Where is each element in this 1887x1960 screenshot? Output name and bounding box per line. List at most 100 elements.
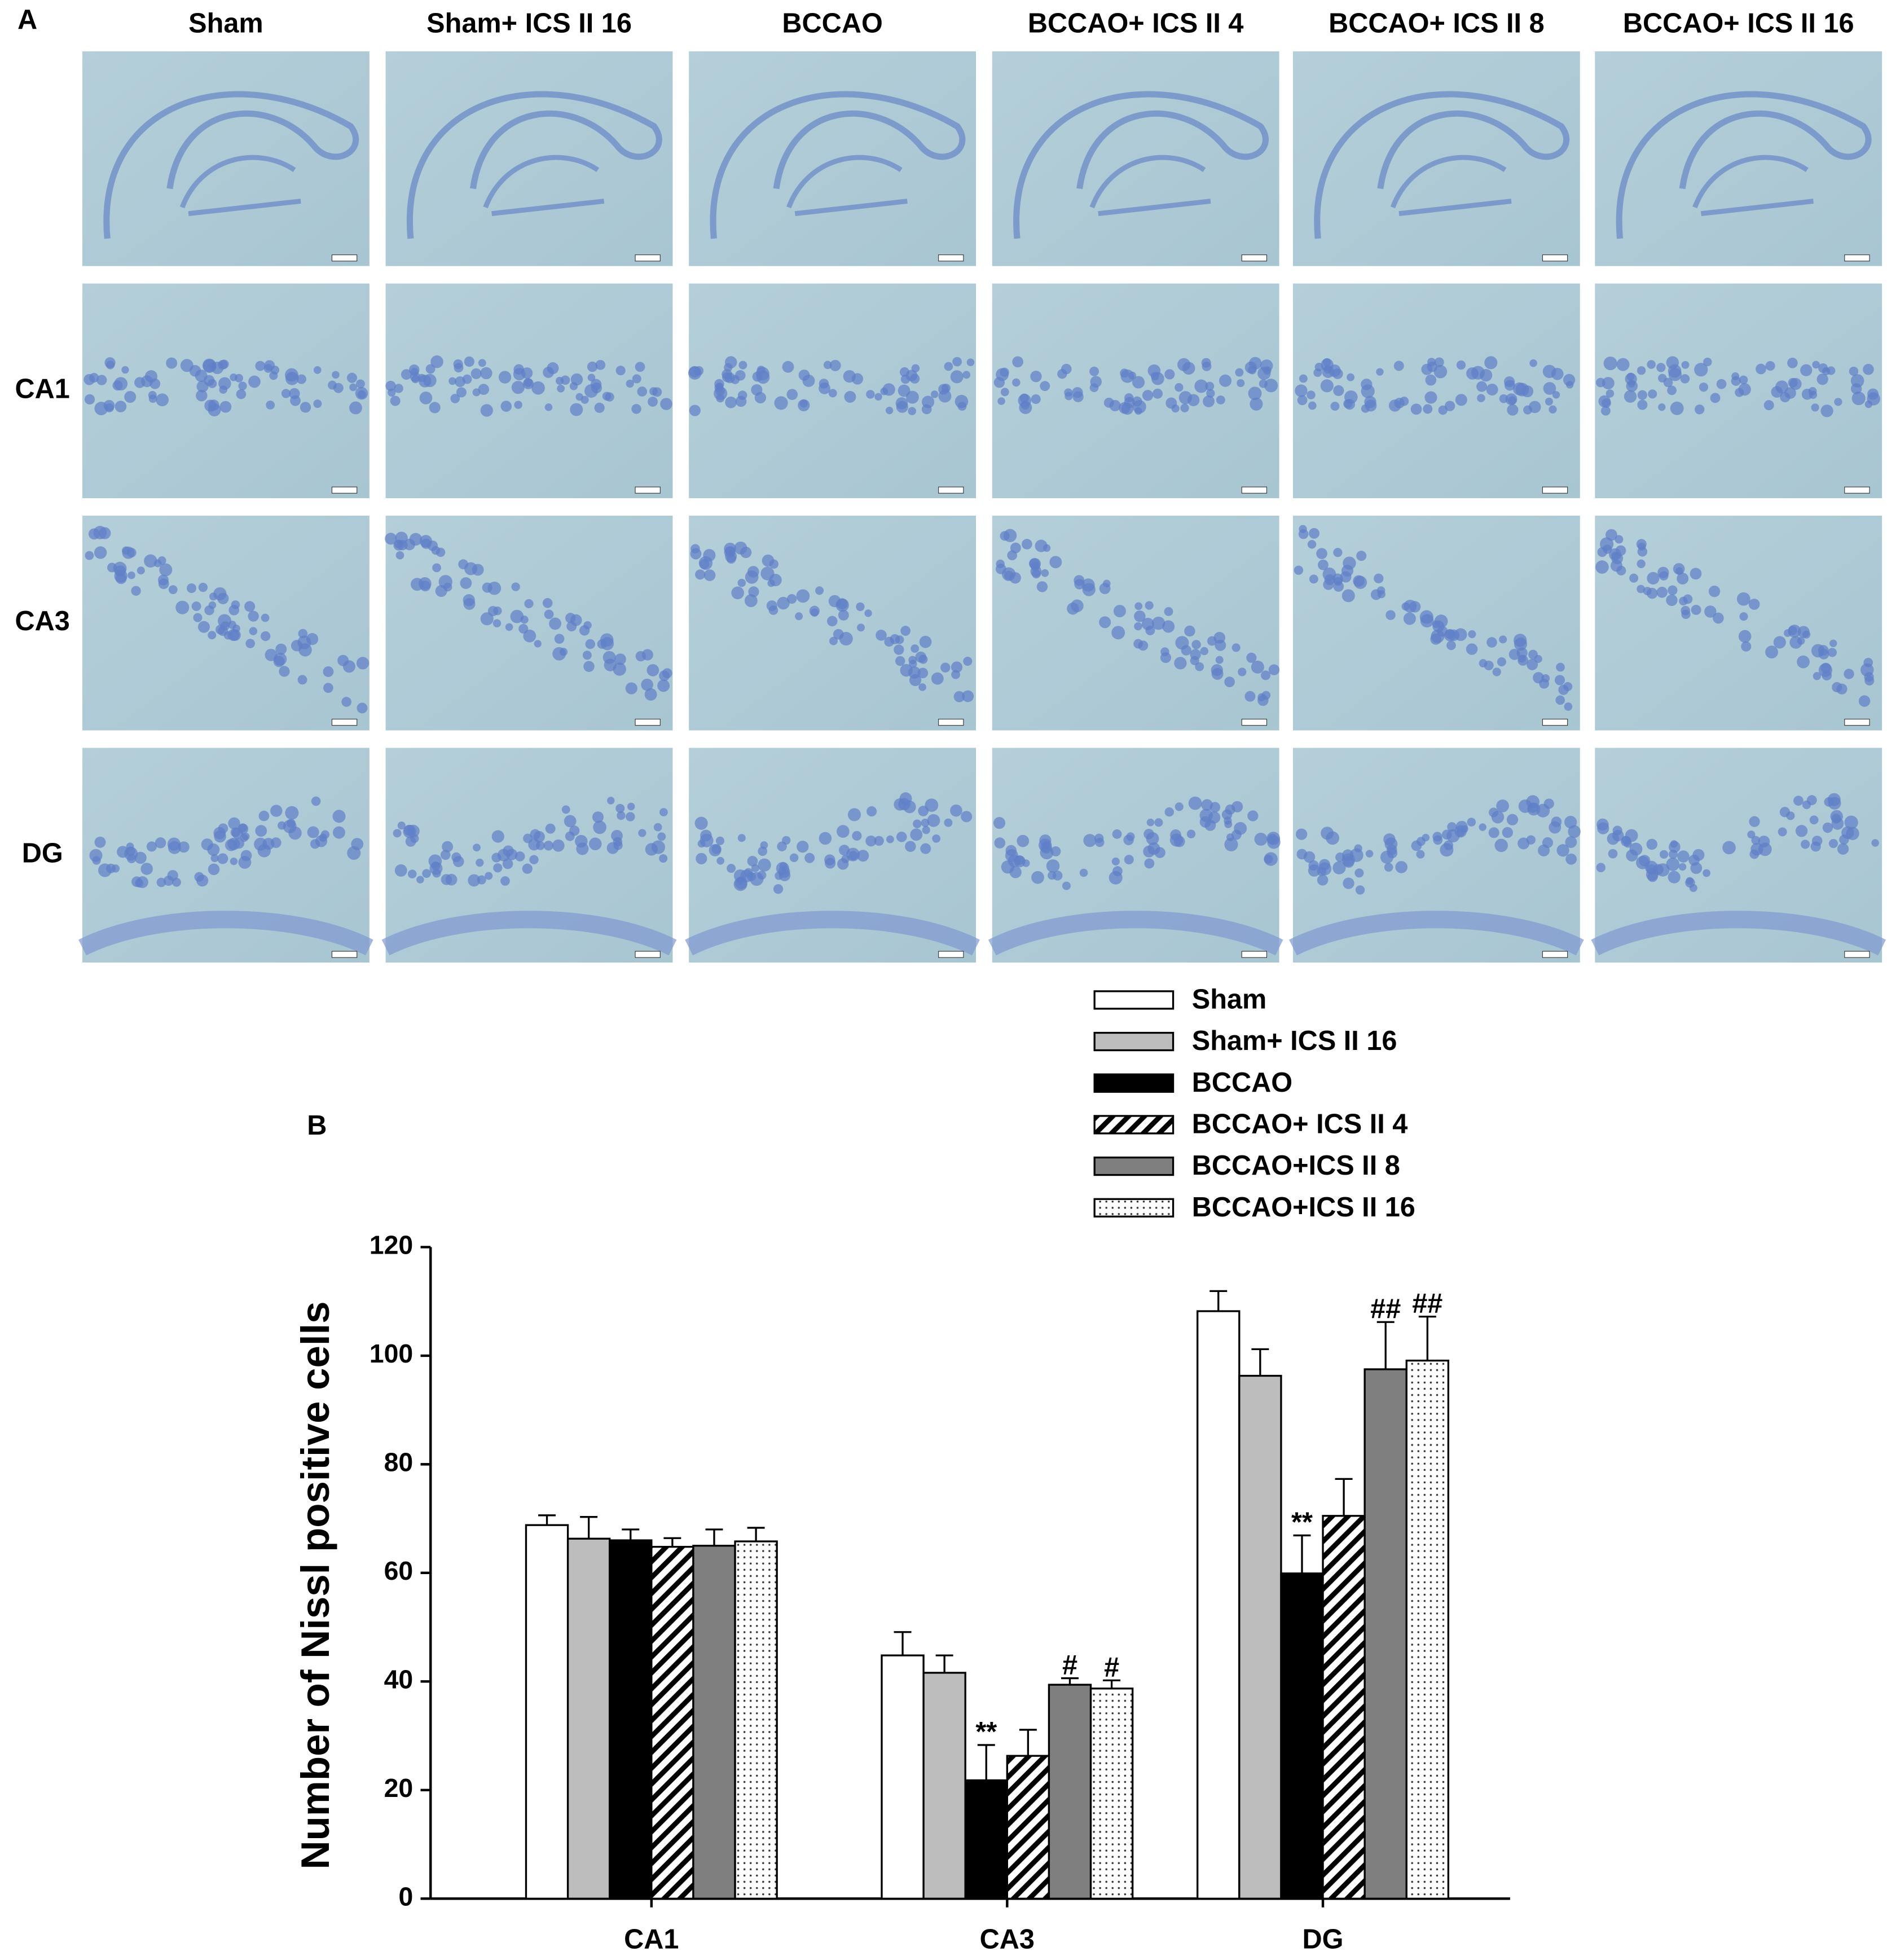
cell <box>1741 641 1752 652</box>
scale-bar <box>1241 719 1268 726</box>
cell <box>769 559 779 569</box>
cell <box>157 556 166 565</box>
cell <box>748 586 759 597</box>
cell <box>1556 844 1569 857</box>
cell <box>349 401 362 415</box>
cell <box>1089 383 1099 392</box>
cell <box>1836 683 1848 695</box>
cell <box>1316 548 1327 560</box>
cell <box>1738 383 1751 396</box>
cell <box>291 640 303 652</box>
cell <box>600 637 614 651</box>
cell <box>1065 392 1073 401</box>
cell <box>1637 547 1648 557</box>
cell <box>405 836 416 847</box>
significance-mark: ## <box>1370 1294 1401 1324</box>
cell <box>1216 395 1225 405</box>
cell <box>810 608 819 617</box>
cell <box>1294 565 1304 575</box>
cell <box>1191 640 1201 649</box>
cell <box>659 808 668 817</box>
cell <box>332 810 346 823</box>
cell <box>230 373 237 381</box>
cell <box>1788 626 1797 635</box>
cell <box>917 667 929 679</box>
cell <box>966 358 975 366</box>
cell <box>591 383 602 394</box>
cell <box>248 375 261 388</box>
cell <box>1538 844 1550 856</box>
cell <box>542 597 553 608</box>
cell <box>357 390 366 399</box>
cell <box>1447 822 1457 832</box>
cell <box>1668 585 1678 595</box>
cell <box>427 540 438 551</box>
cell <box>296 374 306 384</box>
cell <box>857 850 869 862</box>
cell <box>1552 391 1560 399</box>
tissue-layer <box>78 911 373 956</box>
cell <box>208 601 217 609</box>
cell <box>1806 795 1817 806</box>
cell <box>1647 360 1656 369</box>
cell <box>1666 594 1678 607</box>
tissue-layer <box>483 155 605 217</box>
cell <box>349 383 357 392</box>
cell <box>1113 605 1126 618</box>
tissue-layer <box>1591 911 1886 956</box>
cell <box>613 841 623 850</box>
cell <box>1238 667 1247 676</box>
cell <box>1610 560 1622 572</box>
cell <box>394 384 403 393</box>
cell <box>307 826 319 838</box>
cell <box>1446 640 1456 651</box>
column-label: BCCAO+ ICS II 8 <box>1329 8 1545 38</box>
cell <box>1247 810 1259 821</box>
cell <box>1134 622 1142 631</box>
cell <box>1497 657 1506 667</box>
cell <box>401 369 412 380</box>
cell <box>1177 358 1191 371</box>
cell <box>786 389 798 400</box>
cell <box>1194 379 1208 393</box>
cell <box>1486 383 1498 395</box>
cell <box>1713 612 1724 624</box>
cell <box>1800 364 1813 376</box>
cell <box>758 858 771 872</box>
scale-bar <box>1844 486 1870 494</box>
cell <box>944 362 953 371</box>
cell <box>397 539 408 551</box>
cell <box>626 379 634 388</box>
tissue-layer <box>1616 91 1872 239</box>
cell <box>131 586 141 596</box>
cell <box>737 834 746 842</box>
cell <box>230 827 240 837</box>
cell <box>1809 390 1818 399</box>
cell <box>1416 850 1425 859</box>
cell <box>1763 400 1774 411</box>
cell <box>1517 655 1529 666</box>
cell <box>221 621 230 631</box>
y-tick-label: 60 <box>384 1556 414 1585</box>
cell <box>582 651 592 660</box>
cell <box>544 403 553 411</box>
cell <box>874 393 882 401</box>
cell <box>411 375 420 384</box>
cell <box>417 373 426 383</box>
cell <box>115 401 127 412</box>
cell <box>1564 816 1577 829</box>
tissue-layer <box>786 155 908 217</box>
cell <box>1788 377 1798 388</box>
cell <box>1324 574 1336 586</box>
cell <box>1145 601 1154 610</box>
cell <box>385 533 397 545</box>
cell <box>744 594 758 608</box>
cell <box>1827 648 1837 657</box>
cell <box>920 843 931 854</box>
cell <box>1549 405 1557 414</box>
cell <box>196 874 209 887</box>
cell <box>105 361 115 370</box>
cell <box>432 563 441 573</box>
cell <box>204 399 217 412</box>
cell <box>1526 835 1536 845</box>
